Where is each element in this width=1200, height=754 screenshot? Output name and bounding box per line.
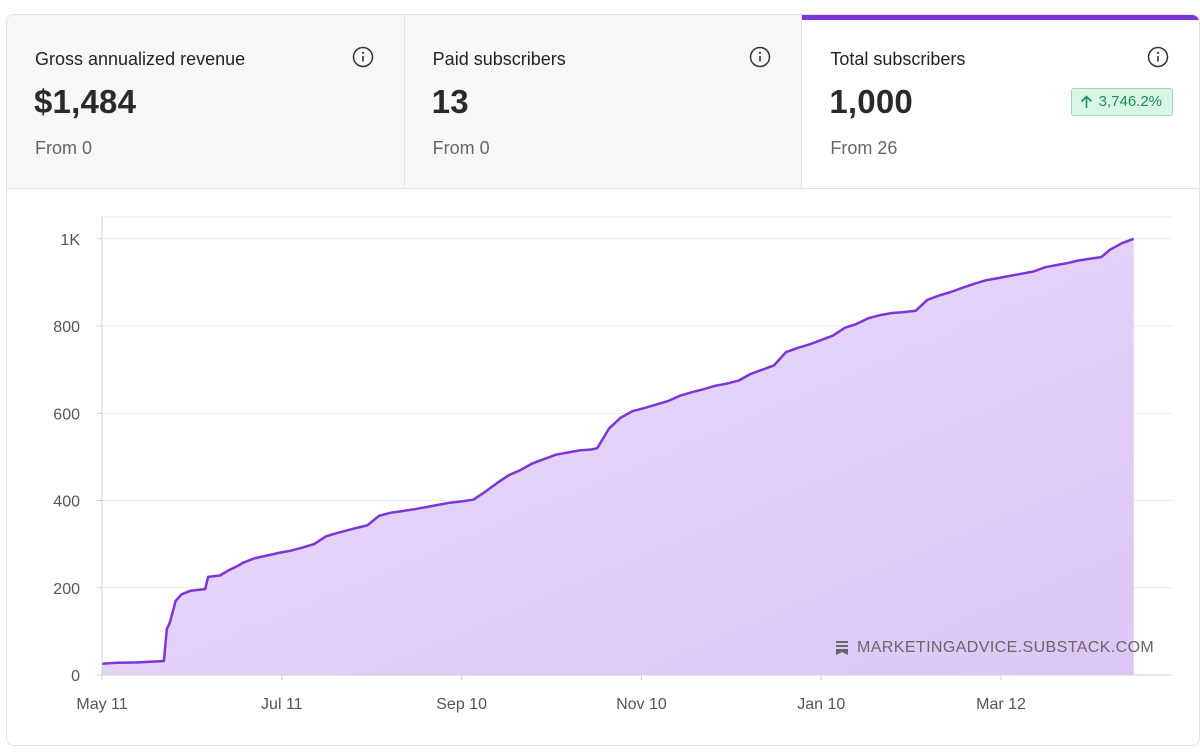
tab-total-subscribers[interactable]: Total subscribers 1,000 3,746.2% From 26 xyxy=(802,15,1199,188)
axes xyxy=(101,217,1172,676)
x-tick-label: Mar 12 xyxy=(976,696,1026,713)
growth-badge: 3,746.2% xyxy=(1070,88,1174,116)
y-tick-label: 1K xyxy=(60,232,80,249)
metric-baseline: From 0 xyxy=(432,138,490,158)
tab-paid-subscribers[interactable]: Paid subscribers 13 From 0 xyxy=(404,15,803,188)
x-tick-label: Sep 10 xyxy=(436,696,487,713)
subscriber-chart: 0 200 400 600 800 1K May 11 Jul 11 Sep 10 Nov 10… xyxy=(7,189,1199,745)
y-tick-label: 600 xyxy=(53,406,80,423)
x-tick-label: Jan 10 xyxy=(797,696,845,713)
subscriber-stats-card: Gross annualized revenue $1,484 From 0 P… xyxy=(6,14,1200,746)
tab-label: Gross annualized revenue xyxy=(35,49,246,69)
metric-value: $1,484 xyxy=(34,83,137,120)
tab-gross-annualized-revenue[interactable]: Gross annualized revenue $1,484 From 0 xyxy=(7,15,405,188)
y-tick-label: 800 xyxy=(53,319,80,336)
x-tick-label: Jul 11 xyxy=(261,696,303,713)
x-tick-label: Nov 10 xyxy=(616,696,667,713)
y-tick-label: 400 xyxy=(53,494,80,511)
watermark: MARKETINGADVICE.SUBSTACK.COM xyxy=(835,639,1154,657)
metric-value: 1,000 xyxy=(829,83,913,120)
metric-tabs: Gross annualized revenue $1,484 From 0 P… xyxy=(7,15,1199,189)
area-series xyxy=(101,237,1135,676)
growth-percent: 3,746.2% xyxy=(1098,93,1163,110)
metric-baseline: From 26 xyxy=(830,138,898,158)
info-icon[interactable] xyxy=(352,46,374,68)
series-line xyxy=(101,237,1135,665)
y-tick-label: 200 xyxy=(53,581,80,598)
info-icon[interactable] xyxy=(1147,46,1169,68)
watermark-text: MARKETINGADVICE.SUBSTACK.COM xyxy=(857,639,1155,656)
tab-label: Paid subscribers xyxy=(432,49,566,69)
series-area xyxy=(102,238,1134,676)
metric-value: 13 xyxy=(431,83,469,120)
y-tick-labels: 0 200 400 600 800 1K xyxy=(53,232,102,685)
tab-label: Total subscribers xyxy=(830,49,966,69)
x-tick-labels: May 11 Jul 11 Sep 10 Nov 10 Jan 10 Mar 12 xyxy=(76,675,1026,713)
info-icon[interactable] xyxy=(749,46,771,68)
active-tab-indicator xyxy=(802,15,1199,20)
y-tick-label: 0 xyxy=(71,668,80,685)
arrow-up-icon xyxy=(1080,95,1092,108)
x-tick-label: May 11 xyxy=(76,696,127,713)
chart-svg: 0 200 400 600 800 1K May 11 Jul 11 Sep 10 Nov 10… xyxy=(53,216,1172,713)
metric-baseline: From 0 xyxy=(35,138,93,158)
substack-logo-icon xyxy=(836,641,848,655)
